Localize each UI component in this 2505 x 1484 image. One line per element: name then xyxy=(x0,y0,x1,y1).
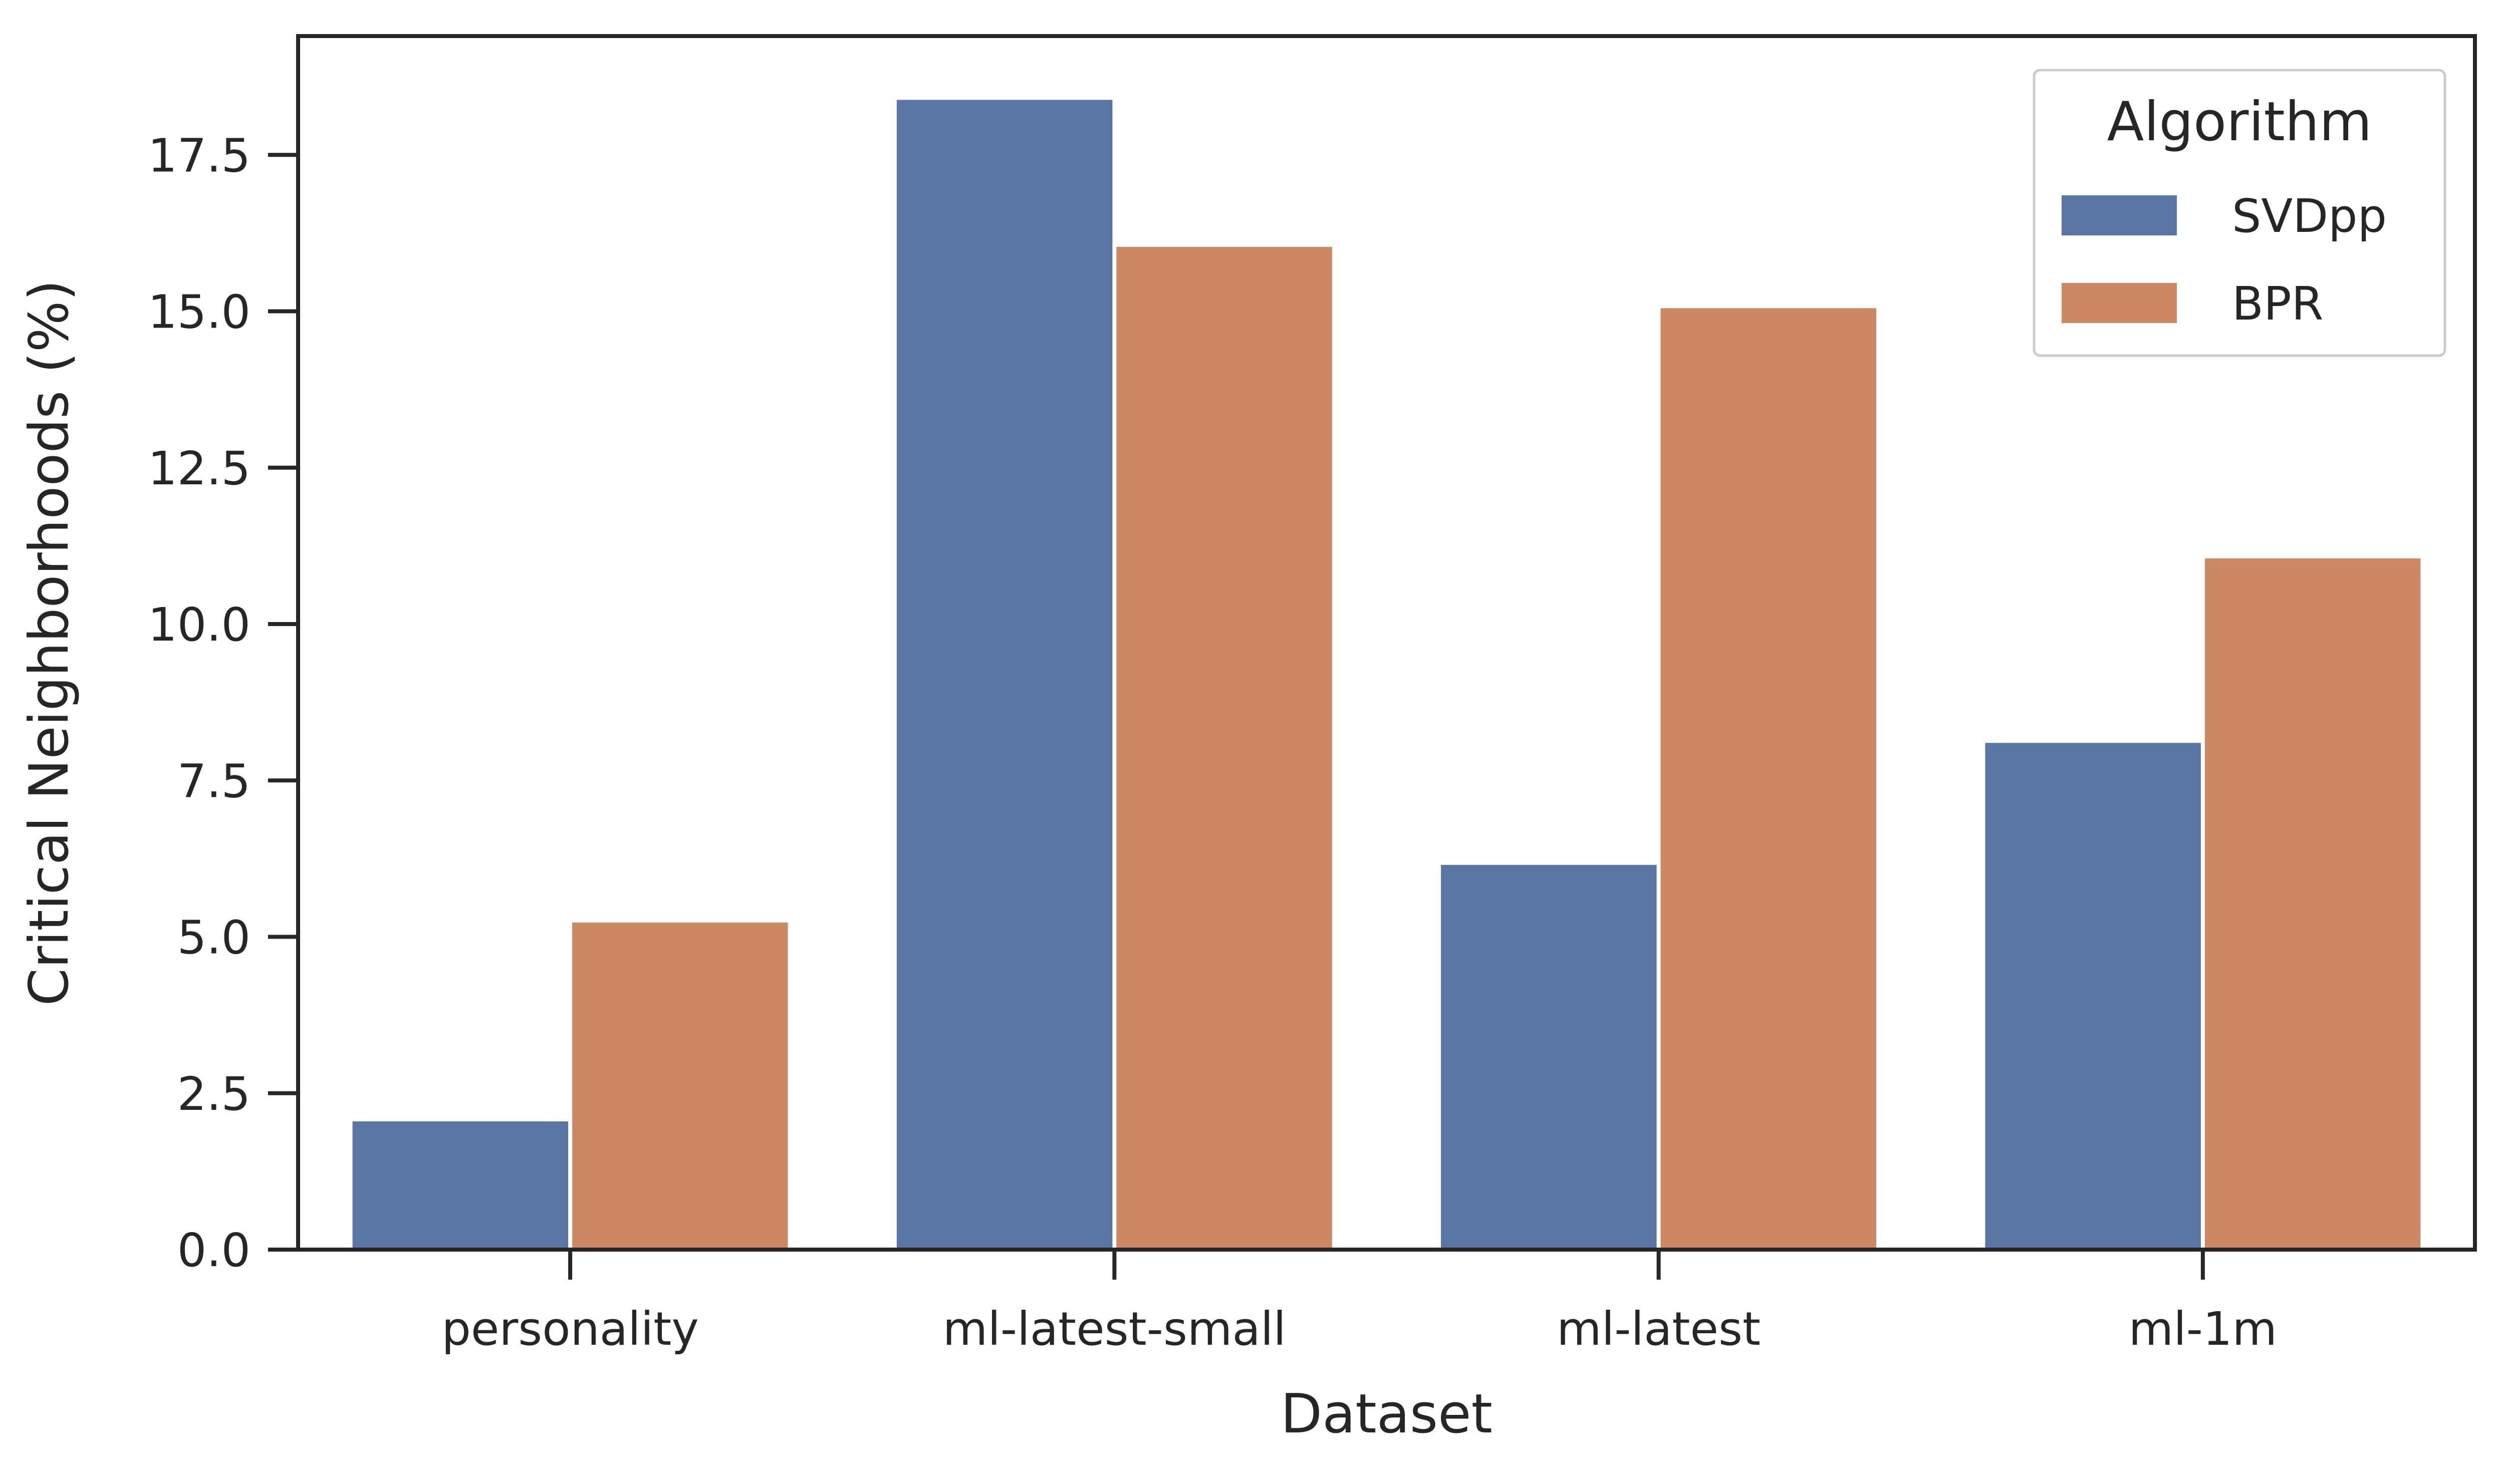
y-tick-label: 15.0 xyxy=(148,285,250,339)
bar-bpr-ml-latest-small xyxy=(1116,246,1332,1250)
y-tick-label: 10.0 xyxy=(148,598,250,652)
y-tick-label: 17.5 xyxy=(148,129,250,182)
bar-svdpp-ml-latest xyxy=(1441,864,1657,1250)
bar-svdpp-ml-1m xyxy=(1985,743,2201,1250)
bars xyxy=(352,100,2421,1250)
bar-svdpp-personality xyxy=(352,1121,569,1250)
bar-bpr-ml-latest xyxy=(1660,308,1877,1250)
y-tick-label: 2.5 xyxy=(177,1067,250,1121)
axes-frame xyxy=(296,34,2477,1252)
bar-bpr-personality xyxy=(572,922,788,1250)
y-axis-ticks: 0.0 2.5 5.0 7.5 10.0 12.5 15.0 17.5 xyxy=(148,129,298,1277)
legend-items: SVDpp BPR xyxy=(2062,189,2387,331)
y-axis-label: Critical Neighborhoods (%) xyxy=(18,279,81,1006)
legend-label-svdpp: SVDpp xyxy=(2232,189,2387,243)
bar-svdpp-ml-latest-small xyxy=(896,100,1113,1250)
legend-title: Algorithm xyxy=(2107,91,2372,153)
x-axis-label: Dataset xyxy=(1281,1383,1492,1445)
x-tick-label: ml-latest-small xyxy=(943,1302,1286,1356)
bar-bpr-ml-1m xyxy=(2204,558,2421,1250)
legend-swatch-bpr xyxy=(2062,283,2177,323)
y-tick-label: 5.0 xyxy=(177,911,250,965)
legend-label-bpr: BPR xyxy=(2232,277,2324,331)
x-tick-label: personality xyxy=(441,1302,698,1356)
x-axis-ticks: personality ml-latest-small ml-latest ml-1m xyxy=(441,1250,2277,1356)
y-tick-label: 7.5 xyxy=(177,754,250,808)
x-tick-label: ml-latest xyxy=(1557,1302,1761,1356)
x-tick-label: ml-1m xyxy=(2129,1302,2278,1356)
y-tick-label: 0.0 xyxy=(177,1224,250,1277)
legend-swatch-svdpp xyxy=(2062,195,2177,235)
legend: Algorithm SVDpp BPR xyxy=(2033,69,2446,357)
y-tick-label: 12.5 xyxy=(148,442,250,495)
